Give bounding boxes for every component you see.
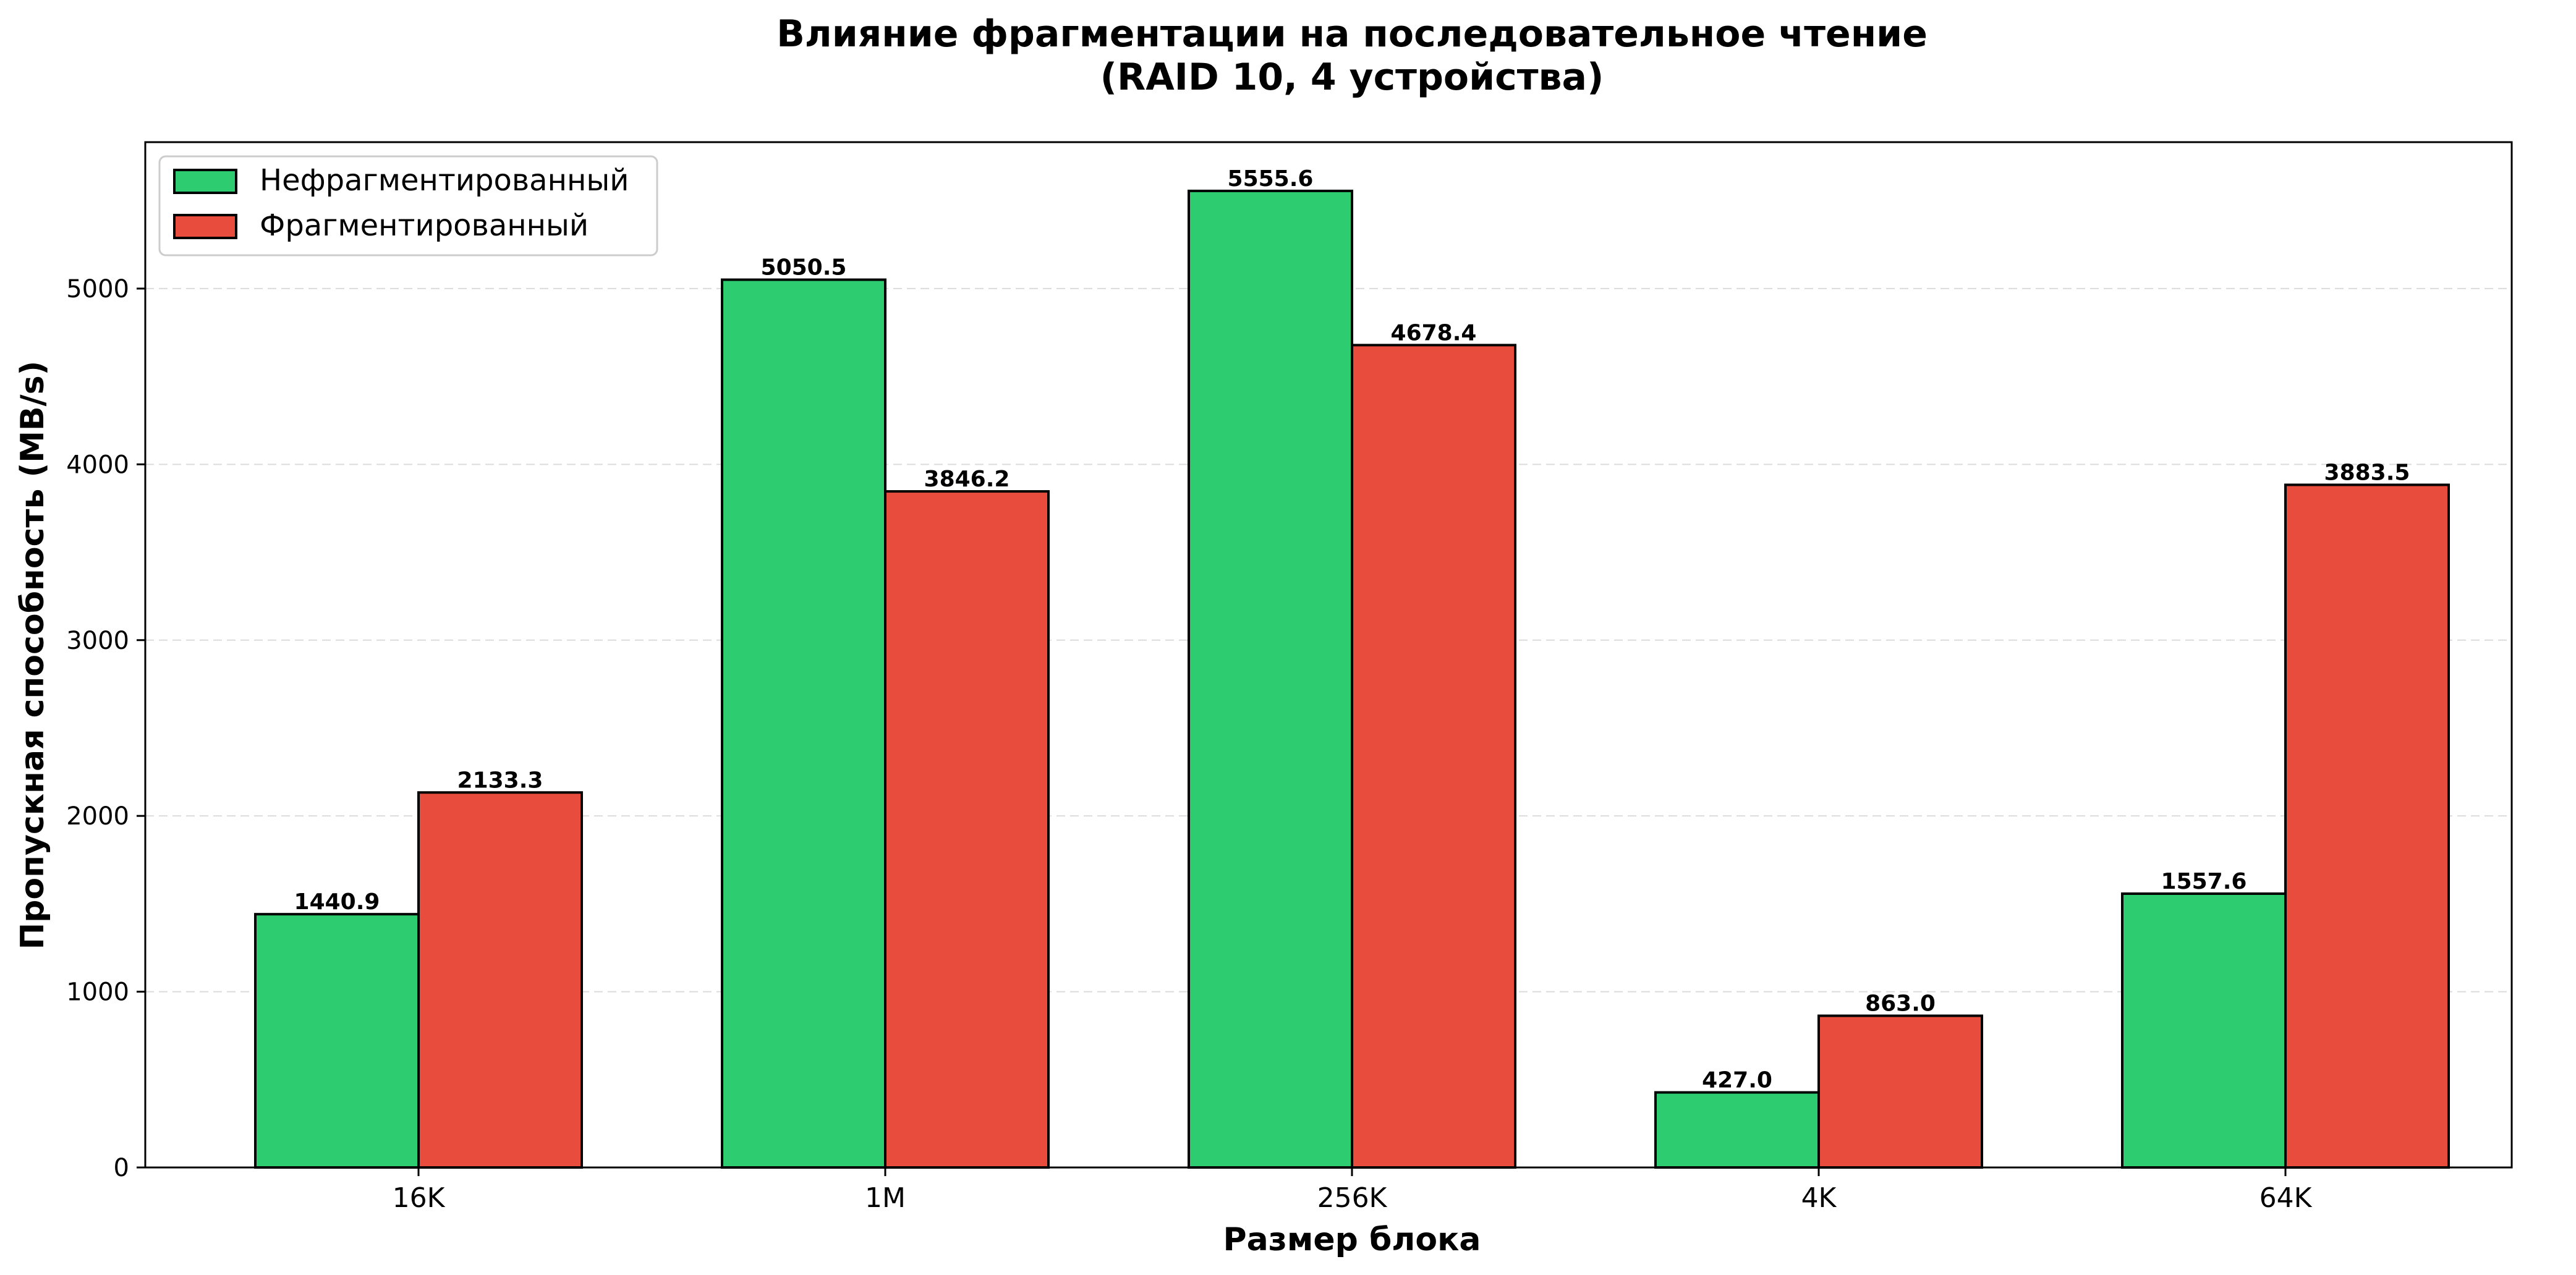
y-tick-label: 4000 <box>66 451 129 479</box>
plot-frame <box>144 141 2513 1169</box>
bar-unfragmented-256k <box>1188 189 1353 1169</box>
x-tick-label: 16K <box>393 1182 446 1214</box>
data-labels: 1440.9 2133.3 5050.5 3846.2 5555.6 4678.4 427.… <box>294 166 2410 1093</box>
chart-title-line-2: (RAID 10, 4 устройства) <box>1100 56 1604 99</box>
y-tick-label: 3000 <box>66 627 129 655</box>
x-axis-label: Размер блока <box>1223 1221 1481 1258</box>
y-tick-label: 2000 <box>66 802 129 831</box>
bars <box>254 189 2450 1169</box>
data-label: 1440.9 <box>294 889 380 915</box>
data-label: 863.0 <box>1865 991 1936 1017</box>
bar-unfragmented-1m <box>721 278 886 1169</box>
x-tick-label: 64K <box>2259 1182 2313 1214</box>
data-label: 2133.3 <box>457 768 543 793</box>
y-tick-label: 0 <box>114 1154 129 1182</box>
bar-fragmented-4k <box>1817 1014 1983 1169</box>
data-label: 3846.2 <box>924 467 1010 492</box>
bar-fragmented-256k <box>1351 344 1516 1169</box>
bar-fragmented-1m <box>884 490 1050 1169</box>
legend-box <box>158 155 658 256</box>
bar-unfragmented-4k <box>1654 1091 1820 1169</box>
data-label: 5050.5 <box>761 255 847 281</box>
x-tick-label: 1M <box>865 1182 906 1214</box>
y-tick-label: 5000 <box>66 275 129 303</box>
y-axis-label: Пропускная способность (MB/s) <box>14 361 51 950</box>
y-tick-label: 1000 <box>66 978 129 1007</box>
chart-title-line-1: Влияние фрагментации на последовательное… <box>776 12 1928 56</box>
legend-label: Нефрагментированный <box>260 163 629 198</box>
x-axis-ticks: 16K 1M 256K 4K 64K <box>393 1167 2313 1214</box>
legend-swatch <box>173 214 237 239</box>
data-label: 4678.4 <box>1391 320 1477 345</box>
bar-unfragmented-64k <box>2121 892 2287 1169</box>
x-tick-label: 4K <box>1801 1182 1837 1214</box>
bar-unfragmented-16k <box>254 913 420 1169</box>
data-label: 427.0 <box>1702 1068 1772 1093</box>
bar-fragmented-64k <box>2284 483 2450 1169</box>
legend-swatch <box>173 169 237 194</box>
x-tick-label: 256K <box>1317 1182 1388 1214</box>
legend-label: Фрагментированный <box>260 208 589 243</box>
y-axis-ticks: 0 1000 2000 3000 4000 5000 <box>66 275 145 1182</box>
legend: Нефрагментированный Фрагментированный <box>158 155 658 256</box>
data-label: 5555.6 <box>1228 166 1314 192</box>
bar-fragmented-16k <box>417 791 583 1169</box>
data-label: 1557.6 <box>2161 869 2247 894</box>
data-label: 3883.5 <box>2324 460 2410 485</box>
